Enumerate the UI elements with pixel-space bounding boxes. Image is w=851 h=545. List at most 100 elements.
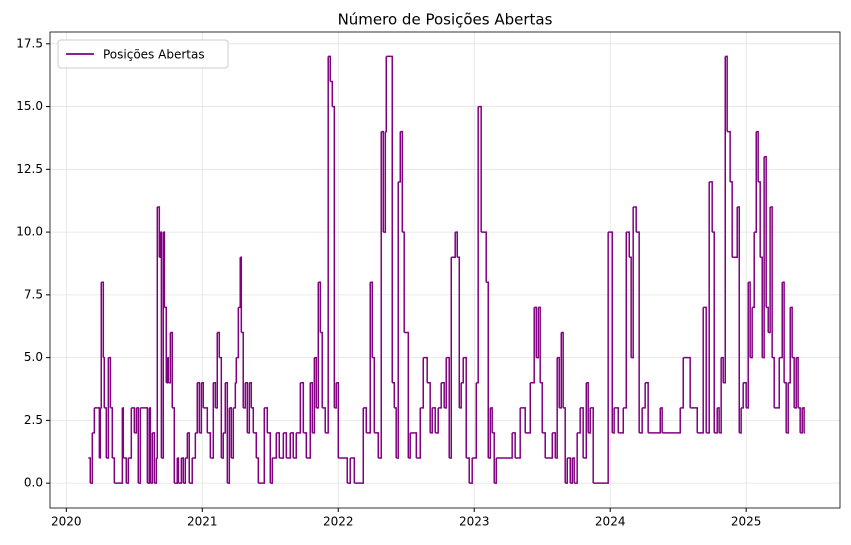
- step-segment: [642, 382, 646, 409]
- y-tick-label: 10.0: [16, 225, 43, 239]
- step-segment: [449, 257, 453, 459]
- step-segment: [758, 181, 761, 258]
- step-segment: [690, 407, 698, 433]
- step-segment: [366, 282, 371, 434]
- step-segment: [739, 407, 742, 434]
- step-segment: [420, 357, 424, 409]
- step-segment: [469, 458, 473, 484]
- step-segment: [636, 231, 640, 433]
- step-segment: [334, 382, 337, 409]
- step-segment: [199, 382, 203, 434]
- step-segment: [172, 407, 176, 484]
- step-segment: [730, 181, 733, 258]
- step-segment: [101, 281, 105, 358]
- step-segment: [328, 55, 331, 82]
- step-segment: [94, 407, 101, 459]
- step-segment: [732, 206, 738, 258]
- step-segment: [766, 306, 769, 333]
- step-segment: [320, 331, 323, 408]
- step-segment: [316, 282, 320, 409]
- step-segment: [392, 381, 396, 408]
- step-segment: [283, 432, 288, 459]
- step-segment: [633, 206, 637, 233]
- step-segment: [286, 432, 292, 459]
- step-segment: [290, 432, 295, 459]
- step-segment: [363, 407, 368, 433]
- step-segment: [114, 407, 124, 484]
- step-segment: [136, 407, 139, 484]
- step-segment: [794, 357, 797, 409]
- step-segment: [217, 331, 221, 358]
- step-segment: [629, 256, 632, 358]
- step-segment: [300, 381, 305, 433]
- step-segment: [743, 381, 747, 408]
- step-segment: [235, 357, 238, 384]
- y-tick-label: 17.5: [16, 36, 43, 50]
- step-segment: [423, 356, 428, 383]
- step-segment: [488, 407, 492, 459]
- step-segment: [229, 407, 233, 459]
- step-segment: [703, 306, 707, 433]
- step-segment: [134, 407, 138, 434]
- step-segment: [253, 432, 258, 459]
- step-segment: [486, 281, 489, 459]
- step-segment: [446, 356, 450, 459]
- step-segment: [112, 457, 116, 484]
- step-segment: [156, 206, 159, 459]
- step-segment: [748, 281, 751, 358]
- y-tick-label: 7.5: [24, 287, 43, 301]
- step-segment: [213, 381, 217, 408]
- step-segment: [478, 105, 482, 233]
- step-segment: [590, 407, 594, 484]
- step-segment: [754, 131, 757, 233]
- step-segment: [160, 231, 163, 459]
- step-segment: [310, 381, 314, 433]
- y-tick-label: 15.0: [16, 99, 43, 113]
- step-segment: [540, 381, 543, 433]
- step-segment: [779, 282, 783, 359]
- step-segment: [276, 432, 280, 459]
- step-segment: [790, 306, 793, 358]
- legend-box: [57, 39, 229, 69]
- step-segment: [709, 181, 713, 233]
- y-tick-label: 2.5: [24, 413, 43, 427]
- step-segment: [303, 432, 308, 459]
- step-segment: [157, 206, 161, 258]
- step-segment: [183, 458, 187, 484]
- step-segment: [272, 432, 278, 459]
- step-segment: [612, 407, 615, 434]
- step-segment: [476, 106, 479, 384]
- step-segment: [221, 432, 224, 459]
- step-segment: [152, 432, 156, 484]
- step-segment: [496, 432, 513, 459]
- step-segment: [370, 281, 374, 358]
- step-segment: [712, 231, 715, 433]
- step-segment: [534, 306, 537, 358]
- step-segment: [131, 407, 136, 433]
- step-segment: [561, 331, 564, 408]
- step-segment: [110, 407, 114, 459]
- step-segment: [251, 407, 255, 433]
- step-segment: [227, 407, 231, 484]
- step-segment: [219, 356, 223, 459]
- step-segment: [149, 407, 152, 484]
- step-segment: [394, 407, 397, 459]
- step-segment: [680, 357, 684, 409]
- step-segment: [512, 432, 516, 459]
- step-segment: [122, 407, 125, 459]
- step-segment: [90, 432, 94, 484]
- step-segment: [306, 382, 312, 459]
- step-segment: [588, 407, 591, 434]
- step-segment: [444, 357, 447, 409]
- step-segment: [126, 458, 130, 484]
- step-segment: [128, 407, 133, 459]
- step-segment: [189, 458, 193, 484]
- step-segment: [185, 432, 189, 459]
- step-segment: [614, 407, 619, 433]
- step-segment: [432, 407, 436, 433]
- step-segment: [768, 206, 771, 334]
- step-segment: [177, 457, 180, 484]
- step-segment: [555, 357, 558, 459]
- step-segment: [567, 457, 571, 484]
- chart-title: Número de Posições Abertas: [338, 11, 553, 29]
